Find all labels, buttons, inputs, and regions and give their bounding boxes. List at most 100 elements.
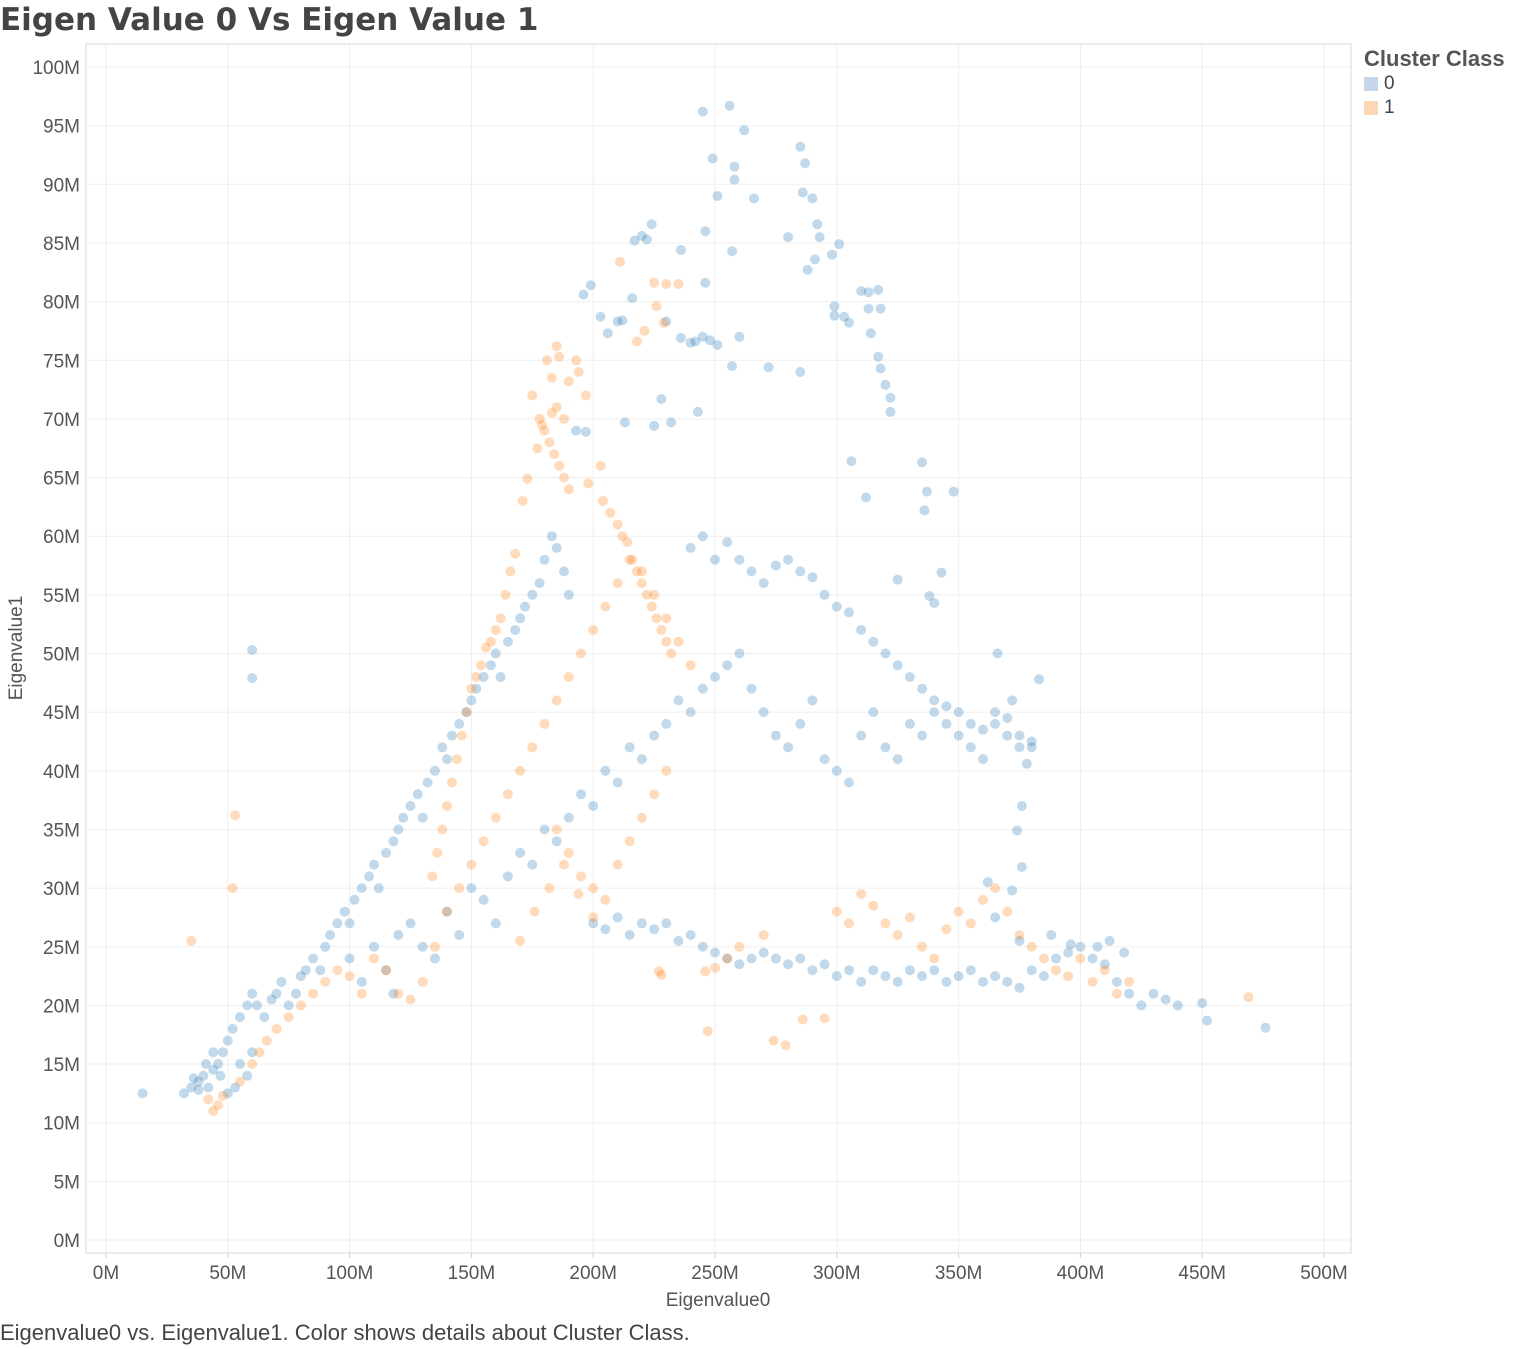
point-class-1[interactable] bbox=[892, 930, 903, 940]
point-class-1[interactable] bbox=[673, 279, 684, 289]
point-class-1[interactable] bbox=[563, 376, 574, 387]
point-class-1[interactable] bbox=[588, 912, 599, 923]
point-class-1[interactable] bbox=[641, 589, 652, 600]
point-class-0[interactable] bbox=[1104, 935, 1115, 946]
point-class-1[interactable] bbox=[517, 496, 528, 506]
point-class-1[interactable] bbox=[446, 777, 457, 788]
point-class-0[interactable] bbox=[846, 456, 857, 467]
point-class-1[interactable] bbox=[227, 883, 238, 894]
point-class-1[interactable] bbox=[600, 894, 611, 905]
point-class-0[interactable] bbox=[697, 683, 708, 694]
point-class-1[interactable] bbox=[1243, 992, 1254, 1003]
point-class-0[interactable] bbox=[356, 976, 367, 987]
point-class-1[interactable] bbox=[702, 1026, 713, 1037]
point-class-0[interactable] bbox=[1063, 947, 1074, 958]
point-class-0[interactable] bbox=[710, 947, 720, 958]
point-class-1[interactable] bbox=[649, 589, 660, 600]
point-class-0[interactable] bbox=[1136, 1000, 1147, 1011]
point-class-1[interactable] bbox=[612, 519, 623, 530]
point-class-0[interactable] bbox=[783, 742, 794, 753]
point-class-1[interactable] bbox=[527, 742, 538, 753]
point-class-0[interactable] bbox=[534, 578, 545, 589]
point-class-1[interactable] bbox=[393, 988, 404, 999]
point-class-0[interactable] bbox=[215, 1070, 226, 1081]
point-class-0[interactable] bbox=[612, 777, 623, 788]
point-class-1[interactable] bbox=[549, 449, 560, 460]
point-class-0[interactable] bbox=[1014, 935, 1025, 946]
point-class-1[interactable] bbox=[554, 460, 565, 471]
point-class-0[interactable] bbox=[381, 847, 392, 858]
point-class-0[interactable] bbox=[1087, 953, 1098, 964]
point-class-1[interactable] bbox=[502, 789, 513, 800]
point-class-0[interactable] bbox=[873, 284, 884, 295]
point-class-0[interactable] bbox=[617, 315, 628, 326]
point-class-1[interactable] bbox=[636, 812, 647, 823]
point-class-0[interactable] bbox=[666, 417, 677, 428]
point-class-0[interactable] bbox=[875, 303, 886, 314]
point-class-0[interactable] bbox=[783, 232, 794, 243]
point-class-0[interactable] bbox=[727, 361, 738, 372]
point-class-1[interactable] bbox=[505, 566, 516, 577]
point-class-1[interactable] bbox=[551, 341, 562, 352]
point-class-1[interactable] bbox=[646, 601, 657, 612]
point-class-1[interactable] bbox=[539, 718, 550, 729]
point-class-0[interactable] bbox=[697, 531, 708, 542]
point-class-0[interactable] bbox=[471, 683, 482, 694]
point-class-0[interactable] bbox=[941, 718, 952, 729]
point-class-1[interactable] bbox=[559, 472, 569, 483]
point-class-0[interactable] bbox=[936, 567, 947, 578]
point-class-0[interactable] bbox=[527, 589, 538, 600]
point-class-0[interactable] bbox=[892, 976, 903, 987]
point-class-1[interactable] bbox=[476, 660, 487, 671]
point-class-0[interactable] bbox=[527, 859, 538, 870]
point-class-0[interactable] bbox=[919, 505, 930, 516]
point-class-0[interactable] bbox=[576, 789, 586, 800]
point-class-1[interactable] bbox=[1075, 953, 1086, 964]
point-class-0[interactable] bbox=[222, 1035, 233, 1046]
point-class-0[interactable] bbox=[844, 965, 854, 976]
point-class-1[interactable] bbox=[965, 918, 976, 929]
point-class-0[interactable] bbox=[1007, 885, 1018, 896]
point-class-1[interactable] bbox=[405, 994, 416, 1005]
point-class-0[interactable] bbox=[953, 971, 964, 982]
point-class-1[interactable] bbox=[559, 413, 569, 424]
point-class-0[interactable] bbox=[758, 707, 769, 718]
point-class-1[interactable] bbox=[213, 1100, 224, 1111]
point-class-1[interactable] bbox=[953, 906, 964, 917]
point-class-0[interactable] bbox=[563, 589, 574, 600]
point-class-1[interactable] bbox=[529, 906, 540, 917]
point-class-0[interactable] bbox=[807, 965, 818, 976]
point-class-1[interactable] bbox=[235, 1076, 245, 1087]
point-class-1[interactable] bbox=[500, 589, 511, 600]
point-class-0[interactable] bbox=[856, 625, 867, 635]
point-class-0[interactable] bbox=[1021, 758, 1032, 769]
point-class-0[interactable] bbox=[369, 941, 379, 952]
point-class-1[interactable] bbox=[532, 443, 543, 454]
point-class-0[interactable] bbox=[990, 707, 1001, 718]
point-class-0[interactable] bbox=[502, 636, 513, 647]
point-class-1[interactable] bbox=[295, 1000, 306, 1011]
point-class-0[interactable] bbox=[800, 158, 811, 169]
point-class-0[interactable] bbox=[722, 660, 733, 671]
point-class-0[interactable] bbox=[917, 971, 928, 982]
point-class-1[interactable] bbox=[471, 672, 482, 682]
point-class-1[interactable] bbox=[1111, 988, 1122, 999]
point-class-1[interactable] bbox=[451, 754, 462, 765]
point-class-0[interactable] bbox=[929, 695, 940, 706]
point-class-1[interactable] bbox=[217, 1090, 228, 1101]
point-class-1[interactable] bbox=[576, 648, 586, 659]
point-class-0[interactable] bbox=[829, 310, 840, 321]
point-class-0[interactable] bbox=[873, 351, 884, 362]
point-class-1[interactable] bbox=[573, 889, 584, 899]
point-class-0[interactable] bbox=[344, 953, 355, 964]
point-class-0[interactable] bbox=[193, 1084, 204, 1095]
point-class-0[interactable] bbox=[875, 363, 886, 374]
point-class-0[interactable] bbox=[707, 153, 718, 164]
point-class-1[interactable] bbox=[656, 969, 667, 980]
point-class-1[interactable] bbox=[661, 613, 672, 624]
point-class-0[interactable] bbox=[700, 277, 711, 288]
point-class-1[interactable] bbox=[758, 930, 769, 940]
point-class-0[interactable] bbox=[454, 930, 465, 940]
point-class-0[interactable] bbox=[892, 754, 903, 765]
point-class-0[interactable] bbox=[673, 935, 684, 946]
